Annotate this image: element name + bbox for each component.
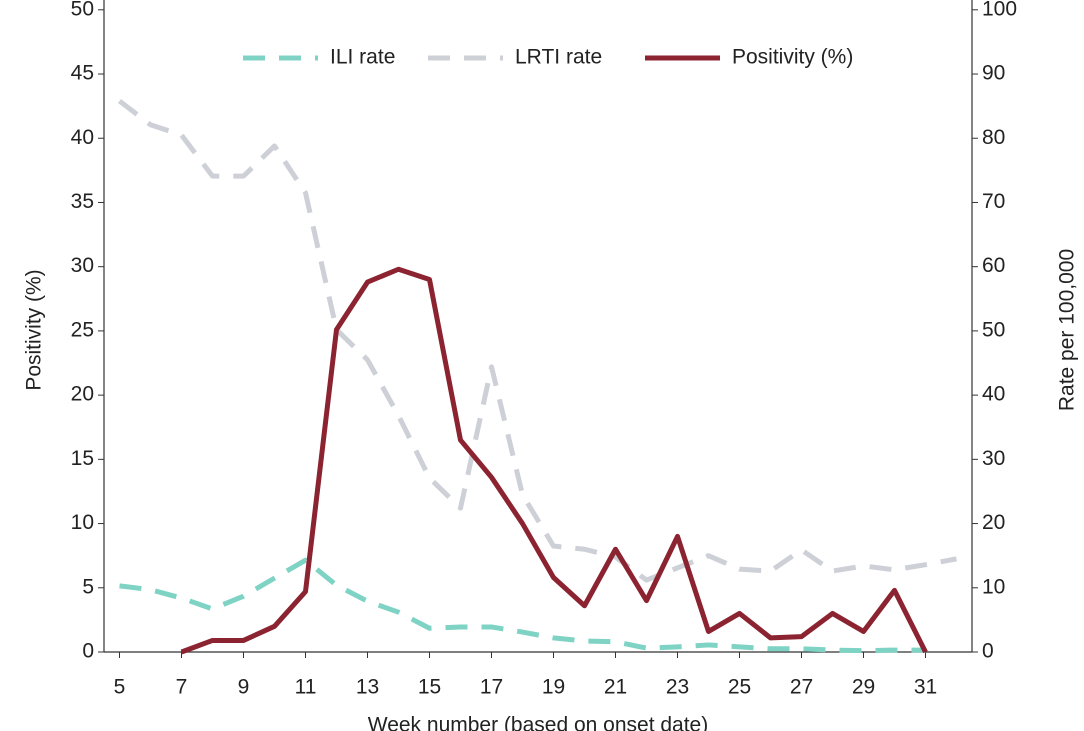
- y2-tick-label: 60: [982, 254, 1005, 277]
- y-tick-label: 50: [71, 0, 94, 20]
- y-tick-label: 25: [71, 318, 94, 341]
- y2-tick-label: 20: [982, 511, 1005, 534]
- x-axis-title: Week number (based on onset date): [368, 714, 708, 731]
- y-tick-label: 35: [71, 190, 94, 213]
- x-tick-label: 29: [852, 676, 875, 699]
- y-tick-label: 10: [71, 511, 94, 534]
- x-tick-label: 19: [542, 676, 565, 699]
- y-tick-label: 20: [71, 383, 94, 406]
- y2-tick-label: 40: [982, 383, 1005, 406]
- series-line: [119, 557, 926, 654]
- y-axis-title: Positivity (%): [23, 269, 46, 390]
- y2-tick-label: 100: [982, 0, 1017, 20]
- y2-tick-label: 70: [982, 190, 1005, 213]
- y2-tick-label: 10: [982, 575, 1005, 598]
- y2-tick-label: 90: [982, 62, 1005, 85]
- x-tick-label: 11: [295, 676, 317, 699]
- y2-axis-title: Rate per 100,000: [1056, 249, 1079, 411]
- y-tick-label: 5: [82, 575, 94, 598]
- x-tick-label: 5: [114, 676, 126, 699]
- legend-label: Positivity (%): [732, 46, 853, 69]
- x-tick-label: 27: [790, 676, 813, 699]
- x-tick-label: 15: [418, 676, 441, 699]
- x-tick-label: 7: [176, 676, 188, 699]
- series-line: [180, 266, 928, 655]
- x-tick-label: 9: [238, 676, 250, 699]
- x-tick-label: 13: [356, 676, 379, 699]
- y-tick-label: 30: [71, 254, 94, 277]
- legend-label: ILI rate: [330, 46, 395, 69]
- y-tick-label: 40: [71, 126, 94, 149]
- x-tick-label: 31: [914, 676, 937, 699]
- y-tick-label: 0: [82, 640, 94, 663]
- y2-tick-label: 0: [982, 640, 994, 663]
- x-tick-label: 23: [666, 676, 689, 699]
- x-tick-label: 17: [480, 676, 503, 699]
- y-tick-label: 15: [71, 447, 94, 470]
- series-line: [117, 99, 957, 583]
- x-tick-label: 21: [604, 676, 627, 699]
- y2-tick-label: 50: [982, 318, 1005, 341]
- legend-label: LRTI rate: [515, 46, 602, 69]
- x-tick-label: 25: [728, 676, 751, 699]
- y2-tick-label: 30: [982, 447, 1005, 470]
- y-tick-label: 45: [71, 62, 94, 85]
- y2-tick-label: 80: [982, 126, 1005, 149]
